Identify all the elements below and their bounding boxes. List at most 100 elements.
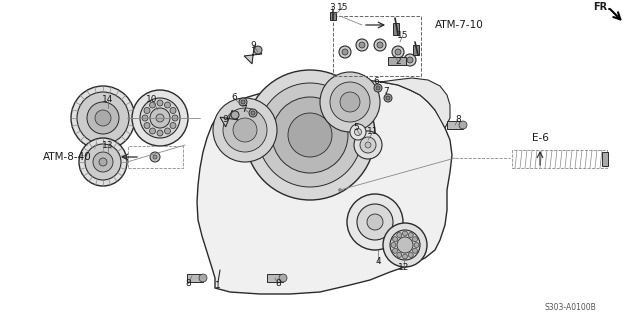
- Text: 11: 11: [367, 127, 379, 137]
- Circle shape: [93, 152, 113, 172]
- Polygon shape: [244, 46, 262, 64]
- Text: 8: 8: [455, 116, 461, 124]
- Circle shape: [99, 158, 107, 166]
- Circle shape: [392, 46, 404, 58]
- Circle shape: [231, 111, 239, 119]
- Circle shape: [377, 42, 383, 48]
- Bar: [333, 16, 421, 76]
- Text: 8: 8: [275, 279, 281, 289]
- Circle shape: [403, 254, 408, 259]
- Circle shape: [272, 97, 348, 173]
- Circle shape: [397, 233, 402, 237]
- Circle shape: [87, 102, 119, 134]
- Circle shape: [142, 115, 148, 121]
- Bar: [393, 23, 399, 35]
- Circle shape: [144, 108, 150, 114]
- Circle shape: [404, 54, 416, 66]
- Polygon shape: [220, 110, 238, 127]
- Circle shape: [249, 109, 257, 117]
- Circle shape: [164, 128, 170, 134]
- Bar: [388, 57, 406, 65]
- Circle shape: [213, 98, 277, 162]
- Circle shape: [347, 194, 403, 250]
- Circle shape: [365, 142, 371, 148]
- Circle shape: [258, 83, 362, 187]
- Circle shape: [340, 92, 360, 112]
- Circle shape: [408, 233, 413, 237]
- Circle shape: [330, 82, 370, 122]
- Circle shape: [254, 46, 262, 54]
- Text: 15: 15: [337, 3, 349, 12]
- Circle shape: [342, 49, 348, 55]
- Text: 13: 13: [102, 140, 114, 149]
- Circle shape: [407, 57, 413, 63]
- Circle shape: [157, 130, 163, 136]
- Polygon shape: [197, 80, 452, 294]
- Circle shape: [395, 49, 401, 55]
- Text: 9: 9: [250, 41, 256, 50]
- Circle shape: [85, 144, 121, 180]
- Circle shape: [245, 70, 375, 200]
- Circle shape: [359, 42, 365, 48]
- Circle shape: [386, 96, 390, 100]
- Bar: [447, 121, 463, 129]
- Circle shape: [140, 98, 180, 138]
- Circle shape: [150, 108, 170, 128]
- Bar: [413, 45, 419, 55]
- Circle shape: [170, 108, 176, 114]
- Circle shape: [350, 124, 366, 140]
- Bar: [602, 152, 608, 166]
- Circle shape: [170, 123, 176, 129]
- Circle shape: [391, 243, 396, 247]
- Circle shape: [156, 114, 164, 122]
- Circle shape: [144, 123, 150, 129]
- Text: FR.: FR.: [593, 2, 611, 12]
- Circle shape: [357, 204, 393, 240]
- Circle shape: [150, 102, 156, 108]
- Text: ATM-8-40: ATM-8-40: [43, 152, 92, 162]
- Circle shape: [392, 248, 397, 253]
- Bar: [267, 274, 283, 282]
- Circle shape: [150, 152, 160, 162]
- Circle shape: [367, 214, 383, 230]
- Circle shape: [354, 131, 382, 159]
- Circle shape: [77, 92, 129, 144]
- Text: ATM-7-10: ATM-7-10: [435, 20, 484, 30]
- Bar: [187, 274, 203, 282]
- Bar: [128, 146, 183, 168]
- Circle shape: [408, 252, 413, 258]
- Circle shape: [412, 248, 417, 253]
- Circle shape: [79, 138, 127, 186]
- Circle shape: [172, 115, 178, 121]
- Circle shape: [223, 108, 267, 152]
- Text: 7: 7: [241, 105, 247, 114]
- Circle shape: [374, 39, 386, 51]
- Bar: [512, 150, 607, 168]
- Text: 10: 10: [147, 95, 157, 105]
- Circle shape: [384, 94, 392, 102]
- Circle shape: [403, 231, 408, 236]
- Text: S303-A0100B: S303-A0100B: [544, 303, 596, 313]
- Polygon shape: [380, 78, 450, 128]
- Text: 3: 3: [329, 3, 335, 12]
- Text: 9: 9: [222, 116, 228, 124]
- Text: 2: 2: [395, 58, 401, 67]
- Circle shape: [414, 243, 419, 247]
- Circle shape: [355, 129, 362, 135]
- Text: E-6: E-6: [532, 133, 548, 143]
- Circle shape: [339, 46, 351, 58]
- Circle shape: [233, 118, 257, 142]
- Circle shape: [412, 237, 417, 242]
- Text: 6: 6: [373, 77, 379, 86]
- Circle shape: [279, 274, 287, 282]
- Circle shape: [150, 128, 156, 134]
- Circle shape: [397, 237, 413, 253]
- Text: 1: 1: [215, 282, 221, 291]
- Circle shape: [288, 113, 332, 157]
- Text: 5: 5: [353, 124, 359, 132]
- Circle shape: [239, 98, 247, 106]
- Text: 15: 15: [397, 30, 409, 39]
- Circle shape: [164, 102, 170, 108]
- Circle shape: [392, 237, 397, 242]
- Circle shape: [339, 188, 342, 191]
